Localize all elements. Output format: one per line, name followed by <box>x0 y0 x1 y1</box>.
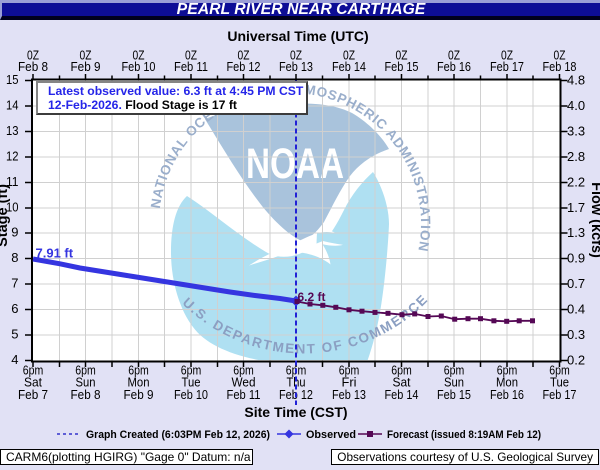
svg-text:13: 13 <box>6 123 19 138</box>
svg-text:Sun: Sun <box>76 376 96 390</box>
svg-text:Feb 10: Feb 10 <box>122 60 156 74</box>
svg-text:6pm: 6pm <box>444 364 465 378</box>
svg-text:10: 10 <box>6 199 19 214</box>
svg-text:9: 9 <box>11 225 18 240</box>
svg-text:0.7: 0.7 <box>567 276 585 291</box>
svg-text:0Z: 0Z <box>290 49 302 63</box>
svg-text:Feb 14: Feb 14 <box>332 60 366 74</box>
svg-text:Observed: Observed <box>306 429 356 441</box>
svg-text:12: 12 <box>6 148 19 163</box>
svg-text:Sat: Sat <box>393 376 412 390</box>
svg-text:Stage (ft): Stage (ft) <box>0 184 11 247</box>
svg-text:Feb 17: Feb 17 <box>543 388 577 402</box>
svg-text:Feb 13: Feb 13 <box>279 60 313 74</box>
svg-text:Flow (kcfs): Flow (kcfs) <box>588 182 600 258</box>
svg-text:2.8: 2.8 <box>567 149 585 164</box>
svg-text:Feb 15: Feb 15 <box>437 388 471 402</box>
svg-text:Feb 9: Feb 9 <box>71 60 101 74</box>
svg-text:0Z: 0Z <box>238 49 250 63</box>
svg-text:6: 6 <box>11 301 18 316</box>
svg-text:6pm: 6pm <box>181 364 202 378</box>
svg-text:Wed: Wed <box>232 376 256 390</box>
svg-text:Feb 16: Feb 16 <box>437 60 471 74</box>
svg-text:6pm: 6pm <box>233 364 254 378</box>
svg-text:15: 15 <box>6 72 19 87</box>
svg-text:0Z: 0Z <box>27 49 39 63</box>
svg-text:6pm: 6pm <box>23 364 44 378</box>
svg-text:7: 7 <box>11 276 18 291</box>
svg-text:6pm: 6pm <box>128 364 149 378</box>
svg-text:5: 5 <box>11 327 18 342</box>
svg-text:Sat: Sat <box>24 376 43 390</box>
svg-text:Feb 7: Feb 7 <box>18 388 48 402</box>
svg-text:6.2 ft: 6.2 ft <box>298 290 326 304</box>
svg-text:0Z: 0Z <box>554 49 566 63</box>
svg-text:0.4: 0.4 <box>567 302 585 317</box>
svg-text:Feb 8: Feb 8 <box>18 60 48 74</box>
svg-text:Site Time (CST): Site Time (CST) <box>244 404 347 420</box>
svg-text:0.2: 0.2 <box>567 353 585 368</box>
svg-text:0Z: 0Z <box>185 49 197 63</box>
svg-text:0Z: 0Z <box>343 49 355 63</box>
svg-text:Fri: Fri <box>342 376 357 390</box>
svg-text:6pm: 6pm <box>75 364 96 378</box>
svg-text:4.8: 4.8 <box>567 73 585 88</box>
svg-text:Feb 10: Feb 10 <box>174 388 208 402</box>
svg-text:Feb 11: Feb 11 <box>227 388 261 402</box>
svg-text:Sun: Sun <box>444 376 464 390</box>
svg-text:Feb 17: Feb 17 <box>490 60 524 74</box>
svg-text:Feb 15: Feb 15 <box>385 60 419 74</box>
svg-text:0.9: 0.9 <box>567 251 585 266</box>
svg-text:0Z: 0Z <box>448 49 460 63</box>
svg-text:0.3: 0.3 <box>567 327 585 342</box>
svg-text:1.3: 1.3 <box>567 225 585 240</box>
svg-text:3.3: 3.3 <box>567 123 585 138</box>
svg-text:6pm: 6pm <box>549 364 570 378</box>
svg-text:6pm: 6pm <box>339 364 360 378</box>
svg-text:Mon: Mon <box>496 376 518 390</box>
svg-text:0Z: 0Z <box>396 49 408 63</box>
svg-text:4.0: 4.0 <box>567 98 585 113</box>
svg-text:8: 8 <box>11 250 18 265</box>
svg-text:Feb 18: Feb 18 <box>543 60 577 74</box>
svg-text:0Z: 0Z <box>501 49 513 63</box>
svg-text:6pm: 6pm <box>497 364 518 378</box>
svg-text:Feb 12: Feb 12 <box>227 60 261 74</box>
svg-text:Feb 9: Feb 9 <box>124 388 154 402</box>
svg-text:Forecast (issued 8:19AM Feb 12: Forecast (issued 8:19AM Feb 12) <box>387 429 541 441</box>
svg-text:Feb 14: Feb 14 <box>385 388 419 402</box>
svg-text:2.2: 2.2 <box>567 174 585 189</box>
svg-text:Tue: Tue <box>550 376 569 390</box>
svg-text:Tue: Tue <box>182 376 201 390</box>
svg-text:7.91 ft: 7.91 ft <box>36 246 74 261</box>
svg-text:Feb 11: Feb 11 <box>174 60 208 74</box>
svg-text:Graph Created (6:03PM Feb 12,: Graph Created (6:03PM Feb 12, 2026) <box>86 429 270 441</box>
svg-text:Feb 16: Feb 16 <box>490 388 524 402</box>
svg-text:Mon: Mon <box>128 376 150 390</box>
svg-text:Feb 8: Feb 8 <box>71 388 101 402</box>
svg-text:11: 11 <box>6 174 19 189</box>
svg-text:Thu: Thu <box>287 376 306 390</box>
svg-text:6pm: 6pm <box>391 364 412 378</box>
svg-text:14: 14 <box>6 98 19 113</box>
svg-text:0Z: 0Z <box>80 49 92 63</box>
svg-text:4: 4 <box>11 352 18 367</box>
svg-text:0Z: 0Z <box>133 49 145 63</box>
svg-text:1.7: 1.7 <box>567 200 585 215</box>
svg-text:Feb 13: Feb 13 <box>332 388 366 402</box>
